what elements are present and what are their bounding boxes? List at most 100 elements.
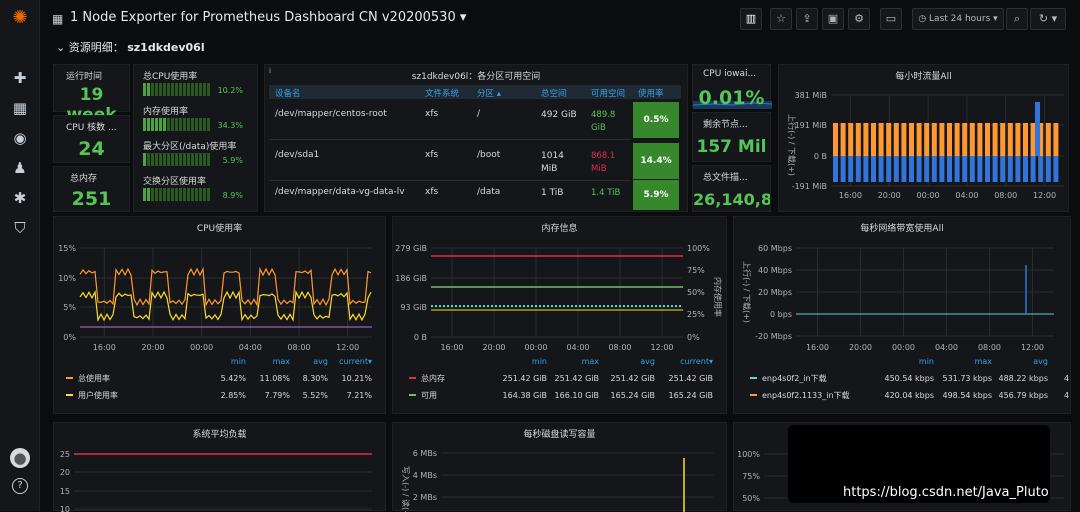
x-tick-label: 16:00 xyxy=(440,343,463,352)
usage-gauges-panel: 总CPU使用率 10.2% 内存使用率 34.3% 最大分区(/data)使用率 5.9%… xyxy=(133,64,258,212)
settings-icon[interactable]: ⚙ xyxy=(848,8,870,30)
gauge-value: 34.3% xyxy=(217,121,243,130)
legend-series-name: enp4s0f2_in下载 xyxy=(762,373,827,383)
x-tick-label: 04:00 xyxy=(239,343,262,352)
cell-mount: /boot xyxy=(477,150,501,160)
bar-download xyxy=(1015,123,1021,156)
row-title[interactable]: ⌄ 资源明细： sz1dkdev06l xyxy=(56,41,205,54)
bar-upload xyxy=(977,156,983,182)
legend-header: max xyxy=(273,357,291,366)
y2-tick-label: 50% xyxy=(687,288,705,297)
bar-upload xyxy=(1045,156,1051,182)
y-tick-label: 381 MiB xyxy=(795,91,827,100)
legend-value: 251.42 GiB xyxy=(503,374,547,383)
time-picker[interactable]: ◷ Last 24 hours ▾ xyxy=(912,8,1004,30)
save-icon[interactable]: ▣ xyxy=(822,8,844,30)
free-nodes-panel: 剩余节点... 157 Mil xyxy=(692,112,771,162)
bar-upload xyxy=(1038,156,1044,182)
bar-download xyxy=(924,123,930,156)
legend-value-cut: 4 xyxy=(1064,391,1069,400)
y-tick-label: 2 MBs xyxy=(413,493,437,502)
alerting-bell-icon[interactable]: ♟ xyxy=(13,159,27,177)
total-files-value: 26,140,8 xyxy=(693,190,770,209)
explore-icon[interactable]: ◉ xyxy=(13,129,27,147)
legend-value: 2.85% xyxy=(221,391,247,400)
watermark: https://blog.csdn.net/Java_Pluto xyxy=(843,485,1049,500)
shield-icon[interactable]: ⛉ xyxy=(14,219,26,237)
legend-header: avg xyxy=(640,357,655,366)
bar-upload xyxy=(863,156,869,182)
cell-filesystem: xfs xyxy=(425,187,439,197)
uptime-panel: 运行时间 19 week xyxy=(53,64,130,125)
legend-value: 10.21% xyxy=(341,374,372,383)
y-tick-label: 191 MiB xyxy=(795,121,827,130)
y-tick-label: 4 MBs xyxy=(413,471,437,480)
refresh-button[interactable]: ↻ ▾ xyxy=(1030,8,1066,30)
bar-download xyxy=(886,123,892,156)
y-tick-label: 15 xyxy=(60,487,70,496)
bar-upload xyxy=(909,156,914,182)
table-header-cell[interactable]: 使用率 xyxy=(638,89,664,99)
bar-upload xyxy=(1023,156,1028,182)
legend-value: 7.21% xyxy=(347,391,373,400)
star-icon[interactable]: ☆ xyxy=(770,8,792,30)
network-panel: 每秒网络带宽使用All 60 Mbps 40 Mbps 20 Mbps 0 bps -2… xyxy=(733,216,1071,414)
legend-value: 7.79% xyxy=(265,391,291,400)
info-icon[interactable]: i xyxy=(269,67,271,75)
cell-device: /dev/sda1 xyxy=(275,150,320,160)
dashboards-icon[interactable]: ▦ xyxy=(12,99,28,117)
grafana-logo-icon[interactable]: ✺ xyxy=(12,7,28,28)
table-header-bg xyxy=(269,85,681,99)
bar-upload xyxy=(939,156,945,182)
add-icon[interactable]: ✚ xyxy=(13,69,27,87)
dashboard-title[interactable]: 1 Node Exporter for Prometheus Dashboard… xyxy=(70,10,467,25)
y-axis-label: 上行(-) / 下载(+) xyxy=(742,261,752,323)
bar-upload xyxy=(962,156,968,182)
bar-download xyxy=(893,123,899,156)
bar-download xyxy=(863,123,869,156)
legend-value: 165.24 GiB xyxy=(669,391,713,400)
table-header-cell[interactable]: 总空间 xyxy=(541,89,567,99)
gauge-bar xyxy=(143,83,211,99)
disk-table-panel: i sz1dkdev06l：各分区可用空间 设备名 文件系统 分区 ▴ 总空间 可用空间… xyxy=(264,64,688,212)
bar-upload xyxy=(985,156,990,182)
gauge-label: 总CPU使用率 xyxy=(143,72,198,82)
bar-upload xyxy=(916,156,922,182)
add-panel-icon[interactable]: ▥ xyxy=(740,8,762,30)
iowait-sparkline xyxy=(693,101,772,109)
avatar[interactable]: ● xyxy=(10,448,30,468)
dashboard-grid-icon: ▦ xyxy=(52,12,64,26)
table-header-cell[interactable]: 可用空间 xyxy=(591,89,626,99)
help-icon[interactable]: ? xyxy=(12,478,28,494)
legend-series-name: enp4s0f2.1133_in下载 xyxy=(762,390,850,400)
x-tick-label: 20:00 xyxy=(141,343,164,352)
x-tick-label: 00:00 xyxy=(524,343,547,352)
row-divider xyxy=(269,180,631,181)
free-nodes-value: 157 Mil xyxy=(696,137,767,157)
legend-value-cut: 4 xyxy=(1064,374,1069,383)
zoom-out-icon[interactable]: ⌕ xyxy=(1006,8,1028,30)
table-header-cell[interactable]: 分区 ▴ xyxy=(477,89,501,99)
bar-download xyxy=(871,123,876,156)
table-header-cell[interactable]: 文件系统 xyxy=(425,89,460,99)
bar-upload xyxy=(878,156,884,182)
bar-download xyxy=(969,123,975,156)
y-tick-label: 40 Mbps xyxy=(758,266,792,275)
share-icon[interactable]: ⇪ xyxy=(796,8,818,30)
y-tick-label: 50% xyxy=(742,494,760,503)
legend-series-name: 总内存 xyxy=(421,373,445,383)
y-tick-label: 20 Mbps xyxy=(758,288,792,297)
table-header-cell[interactable]: 设备名 xyxy=(275,89,301,99)
bar-upload xyxy=(901,156,907,182)
mem-total-panel: 总内存 251 xyxy=(53,166,130,212)
gauge-value: 8.9% xyxy=(222,191,243,200)
legend-value: 165.24 GiB xyxy=(611,391,655,400)
y-tick-label: 0 B xyxy=(414,333,427,342)
bar-download xyxy=(947,123,952,156)
bar-upload xyxy=(1000,156,1006,182)
legend-value: 164.38 GiB xyxy=(503,391,547,400)
settings-gear-icon[interactable]: ✱ xyxy=(13,189,27,207)
tv-mode-icon[interactable]: ▭ xyxy=(880,8,902,30)
y2-tick-label: 25% xyxy=(687,310,705,319)
cell-filesystem: xfs xyxy=(425,150,439,160)
